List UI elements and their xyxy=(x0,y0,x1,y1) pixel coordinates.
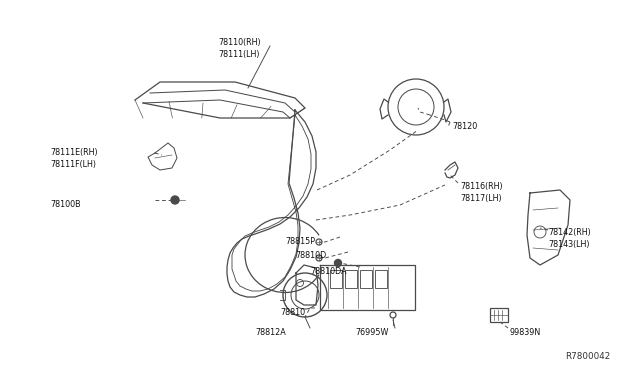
Text: 78111E(RH): 78111E(RH) xyxy=(50,148,98,157)
Bar xyxy=(360,270,372,288)
Text: 78810DA: 78810DA xyxy=(310,267,347,276)
Circle shape xyxy=(335,260,342,266)
Text: 78120: 78120 xyxy=(452,122,477,131)
Text: 78142(RH): 78142(RH) xyxy=(548,228,591,237)
Text: 78143(LH): 78143(LH) xyxy=(548,240,589,249)
Text: 78117(LH): 78117(LH) xyxy=(460,194,502,203)
Circle shape xyxy=(171,196,179,204)
Text: 78111(LH): 78111(LH) xyxy=(218,50,259,59)
Text: 78116(RH): 78116(RH) xyxy=(460,182,502,191)
Text: 99839N: 99839N xyxy=(510,328,541,337)
Bar xyxy=(345,270,357,288)
Text: 78810D: 78810D xyxy=(295,251,326,260)
Text: 78100B: 78100B xyxy=(50,200,81,209)
Text: R7800042: R7800042 xyxy=(564,352,610,361)
Text: 78110(RH): 78110(RH) xyxy=(218,38,260,47)
Text: 78111F(LH): 78111F(LH) xyxy=(50,160,96,169)
Text: 76995W: 76995W xyxy=(355,328,388,337)
Bar xyxy=(375,270,387,288)
Text: 78812A: 78812A xyxy=(255,328,285,337)
Text: 78810: 78810 xyxy=(280,308,305,317)
Text: 78815P: 78815P xyxy=(285,237,315,246)
Bar xyxy=(490,308,508,322)
Bar xyxy=(330,270,342,288)
